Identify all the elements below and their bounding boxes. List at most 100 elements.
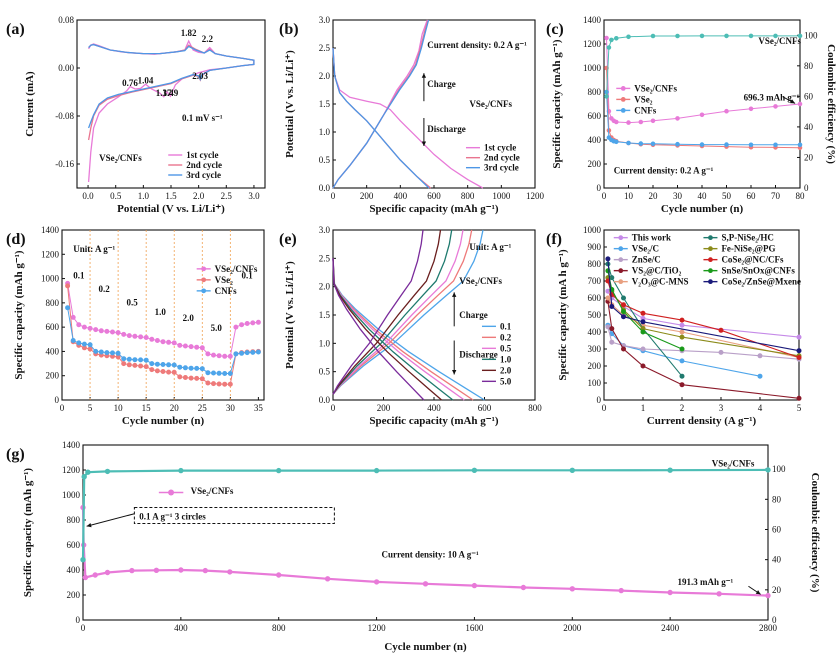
x-tick-label: 200 (360, 191, 374, 201)
data-point (233, 324, 239, 330)
data-point (640, 329, 646, 335)
peak-label: 1.37 (156, 88, 172, 98)
legend-marker (620, 86, 626, 91)
data-point (796, 395, 802, 401)
data-point (98, 349, 104, 355)
y2-tick-label: 20 (772, 585, 782, 595)
y-tick-label: 900 (588, 242, 602, 252)
data-point (773, 104, 778, 109)
y-tick-label: 3.0 (319, 225, 331, 235)
data-point (92, 572, 98, 578)
x-tick-label: 35 (254, 403, 264, 413)
data-point (244, 321, 250, 326)
data-point (605, 324, 611, 330)
data-point (110, 329, 115, 335)
x-tick-label: 600 (427, 191, 441, 201)
y-tick-label: 2.0 (319, 71, 331, 81)
y-tick-label: 0.0 (319, 183, 331, 193)
cycles-arrow-head (86, 523, 92, 528)
data-point (614, 119, 619, 125)
data-point (149, 336, 155, 342)
x-tick-label: 2000 (563, 623, 582, 633)
data-point (757, 373, 763, 379)
data-point (471, 467, 478, 473)
capacity-arrow-head (755, 590, 761, 595)
peak-label: 1.49 (162, 88, 178, 98)
data-point (679, 358, 685, 364)
legend-entry: CNFs (634, 105, 656, 115)
data-point (182, 365, 188, 371)
material-note: VSe₂/CNFs (469, 99, 512, 109)
panel-f: 0 1 2 3 4 5 0 100 200 300 400 500 600 700 800 900 1000 Cu… (546, 225, 802, 427)
y-tick-label: 2.0 (319, 282, 331, 292)
legend-marker (201, 277, 207, 283)
charge-curve (332, 229, 484, 395)
data-point (699, 142, 705, 147)
panel-a: 0.0 0.5 1.0 1.5 2.0 2.5 3.0 -0.16 -0.08 0.00 0.08 P… (6, 15, 266, 215)
data-point (748, 106, 754, 112)
data-point (149, 361, 155, 367)
data-point (205, 351, 211, 357)
series-line (607, 277, 800, 357)
charge-label: Charge (459, 310, 488, 320)
rate-label: 0.1 (73, 271, 85, 281)
data-point (104, 328, 110, 334)
x-tick-label: 1200 (526, 191, 545, 201)
y-tick-label: 1400 (583, 15, 602, 25)
data-point (640, 363, 646, 369)
legend-entry: VS₂@C/TiO₂ (632, 266, 682, 276)
data-point (121, 361, 127, 367)
data-point (110, 350, 115, 356)
panel-label: (d) (6, 231, 26, 248)
data-point (104, 569, 111, 576)
y-tick-label: 1.0 (319, 338, 331, 348)
legend-marker (201, 266, 207, 272)
legend-entry: Fe-NiSe₂@PG (721, 244, 775, 254)
x-tick-label: 0 (602, 403, 607, 413)
panel-b: 0 200 400 600 800 1000 1200 0.0 0.5 1.0 1.5 2.0 2.5 3… (279, 15, 545, 215)
capacity-arrow-head (790, 99, 796, 104)
data-point (604, 35, 609, 41)
y-tick-label: 1.5 (319, 99, 331, 109)
data-point (255, 349, 261, 355)
rate-label: 0.1 (242, 271, 254, 281)
x-tick-label: 800 (461, 191, 475, 201)
data-point (199, 366, 205, 372)
x-tick-label: 25 (198, 403, 208, 413)
data-point (171, 362, 177, 368)
data-point (675, 116, 680, 121)
charge-label: Charge (427, 79, 456, 89)
y2-axis-label: Coulombic efficiency (%) (809, 473, 821, 593)
cycles-arrow (86, 513, 135, 527)
data-point (765, 592, 771, 599)
y-tick-label: 1200 (583, 39, 602, 49)
y-tick-label: -0.08 (55, 111, 74, 121)
y-axis-label: Specific capacity (mAh g⁻¹) (551, 39, 563, 169)
data-point (621, 309, 626, 315)
data-point (716, 591, 722, 597)
data-point (178, 567, 184, 573)
x-tick-label: 1600 (465, 623, 484, 633)
y2-tick-label: 20 (804, 152, 814, 162)
data-point (667, 589, 673, 596)
peak-label: 2.2 (202, 34, 214, 44)
y-tick-label: 3.0 (319, 15, 331, 25)
y-tick-label: 400 (588, 135, 602, 145)
legend-entry: 5.0 (500, 376, 512, 386)
x-tick-label: 3.0 (248, 191, 260, 201)
legend-entry: 2nd cycle (484, 153, 520, 163)
x-tick-label: 15 (142, 403, 152, 413)
y2-tick-label: 80 (804, 61, 814, 71)
y-tick-label: 400 (67, 565, 81, 575)
data-point (154, 368, 160, 374)
rate-label: 5.0 (211, 323, 223, 333)
data-point (679, 334, 685, 340)
y2-tick-label: 100 (804, 30, 818, 40)
data-point (216, 353, 222, 359)
material-note: VSe₂/CNFs (99, 153, 142, 163)
data-point (177, 342, 183, 348)
data-point (373, 579, 380, 585)
data-point (87, 346, 93, 352)
data-point (177, 374, 183, 380)
data-point (626, 34, 631, 40)
